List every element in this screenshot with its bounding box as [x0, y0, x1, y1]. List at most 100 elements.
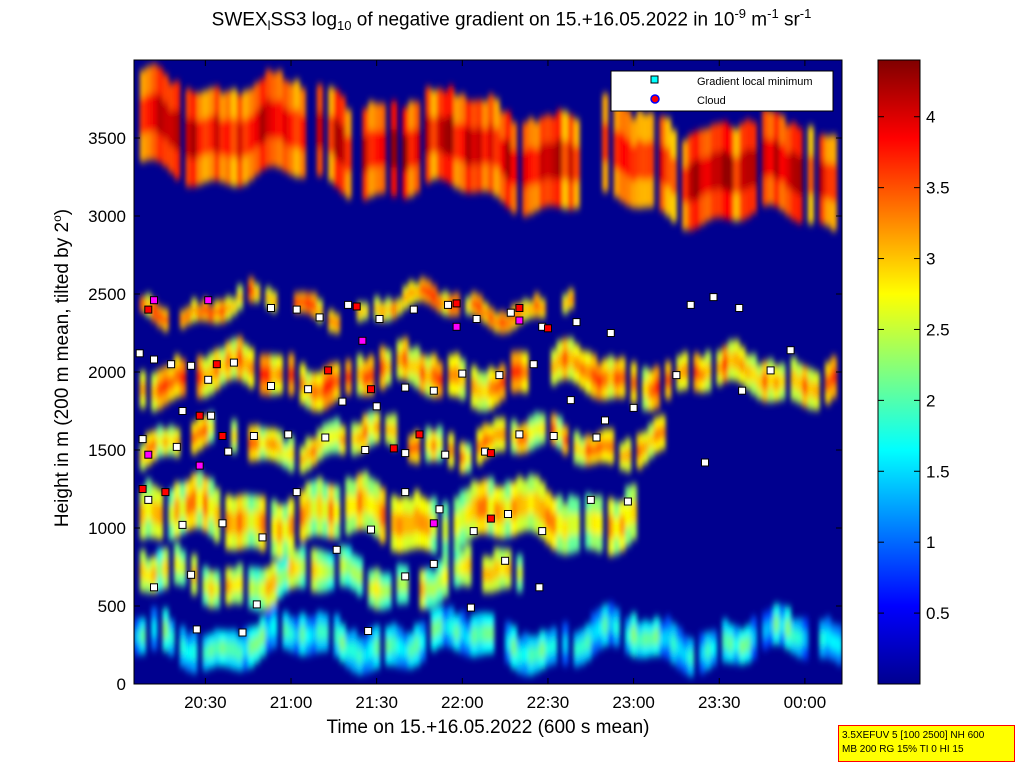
heat-cell-core	[333, 501, 341, 523]
heat-cell-core	[362, 307, 369, 315]
heat-cell-core	[773, 376, 780, 391]
colorbar-tick-label: 1.5	[926, 462, 950, 481]
heat-cell-core	[385, 304, 392, 314]
heat-cell-core	[333, 373, 341, 389]
heat-cell-core	[322, 625, 329, 640]
heat-cell-core	[316, 306, 323, 316]
heat-cell-core	[305, 498, 312, 522]
heat-cell-core	[373, 638, 381, 656]
heat-cell-core	[419, 633, 426, 650]
heat-cell-core	[545, 641, 552, 656]
gradient-minimum-marker	[367, 525, 375, 534]
heat-cell-core	[647, 632, 655, 647]
gradient-minimum-marker	[735, 304, 744, 312]
heat-cell-core	[482, 128, 489, 165]
gradient-minimum-marker-magenta	[429, 519, 438, 528]
heat-cell-core	[271, 366, 278, 383]
heat-cell-core	[642, 631, 649, 647]
heat-cell-core	[162, 437, 169, 448]
heat-cell-core	[653, 378, 660, 397]
heat-cell-core	[784, 619, 792, 637]
heat-cell-core	[196, 120, 204, 158]
heat-cell-core	[299, 558, 306, 576]
heat-cell-core	[231, 303, 238, 310]
heat-cell-core	[784, 152, 792, 189]
heat-cell-core	[248, 360, 255, 376]
heat-cell-core	[253, 110, 261, 148]
heat-cell-core	[824, 374, 832, 392]
heat-cell-core	[156, 312, 164, 321]
x-tick-label: 21:30	[355, 693, 398, 712]
heat-cell-core	[573, 356, 580, 372]
heat-cell-core	[619, 133, 626, 173]
heat-cell-core	[790, 152, 797, 191]
heat-cell-core	[293, 561, 301, 577]
heat-cell-core	[185, 495, 192, 516]
heat-cell-core	[202, 424, 209, 437]
heat-cell-core	[482, 495, 489, 518]
gradient-minimum-marker	[435, 505, 444, 514]
gradient-minimum-marker	[592, 433, 601, 442]
heat-cell-core	[642, 380, 649, 398]
heat-cell-core	[539, 422, 546, 435]
heat-cell-core	[442, 619, 449, 635]
heat-cell-core	[819, 631, 826, 647]
heat-cell-core	[202, 118, 209, 155]
heat-cell-core	[162, 315, 169, 325]
heat-cell-core	[767, 620, 775, 635]
heat-cell-core	[413, 507, 421, 532]
heat-cell-core	[196, 368, 204, 386]
heat-cell-core	[345, 558, 352, 575]
x-tick-label: 23:00	[612, 693, 655, 712]
x-axis: 20:30 21:00 21:30 22:00 22:30 23:00 23:30 00:00	[184, 60, 826, 712]
heat-cell-core	[573, 441, 580, 455]
heat-cell-core	[202, 493, 209, 516]
gradient-minimum-marker	[249, 432, 258, 440]
heat-cell-core	[179, 370, 186, 386]
heat-cell-core	[236, 349, 244, 368]
heat-cell-core	[476, 302, 483, 312]
heat-cell-core	[236, 646, 244, 661]
gradient-minimum-marker	[409, 305, 418, 314]
heat-cell-core	[396, 514, 403, 537]
heat-cell-core	[499, 375, 506, 390]
heat-cell-core	[590, 512, 598, 534]
heat-cell-core	[493, 501, 500, 522]
heat-cell-core	[510, 498, 518, 520]
heat-cell-core	[556, 139, 563, 179]
heat-cell-core	[408, 288, 415, 298]
heat-cell-core	[522, 364, 529, 381]
heat-cell-core	[613, 370, 620, 387]
heat-cell-core	[488, 313, 495, 323]
heat-cell-core	[733, 352, 740, 369]
gradient-minimum-marker	[178, 407, 187, 415]
x-tick-label: 23:30	[698, 693, 741, 712]
heat-cell-core	[522, 645, 529, 663]
gradient-minimum-marker	[178, 520, 187, 529]
heat-cell-core	[465, 452, 472, 464]
heat-cell-core	[379, 130, 386, 167]
gradient-minimum-marker	[321, 433, 330, 442]
heat-cell-core	[305, 628, 312, 644]
gradient-minimum-marker	[187, 570, 196, 579]
heat-cell-core	[225, 303, 232, 313]
colorbar-tick-label: 2.5	[926, 320, 950, 339]
heat-cell-core	[539, 642, 546, 658]
heat-cell-core	[408, 359, 415, 374]
heat-cell-core	[208, 365, 215, 382]
heat-cell-core	[807, 380, 814, 398]
heat-cell-core	[305, 299, 312, 308]
heat-cell-core	[619, 515, 626, 536]
heat-cell-core	[168, 434, 175, 447]
heat-cell-core	[408, 643, 415, 658]
heat-cell-core	[311, 627, 318, 643]
heat-cell-core	[476, 127, 483, 165]
gradient-minimum-marker	[150, 355, 158, 364]
heat-cell-core	[156, 381, 164, 398]
heat-cell-core	[288, 559, 295, 577]
heat-cell-core	[413, 440, 421, 454]
heat-cell-core	[253, 636, 261, 652]
heat-cell-core	[750, 149, 757, 187]
heat-cell-core	[573, 146, 580, 182]
